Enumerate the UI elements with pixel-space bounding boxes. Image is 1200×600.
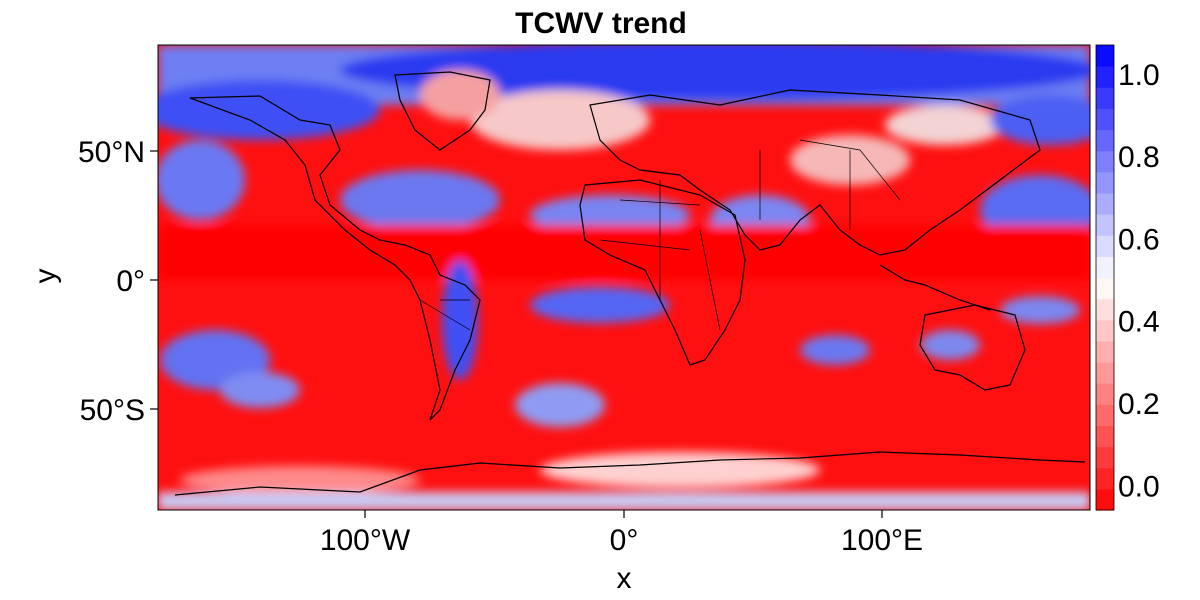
colorbar-labels: 0.0 0.2 0.4 0.6 0.8 1.0 bbox=[1118, 59, 1160, 503]
colorbar-swatch bbox=[1096, 45, 1114, 67]
chart-title: TCWV trend bbox=[515, 7, 687, 40]
colorbar-swatch bbox=[1096, 108, 1114, 131]
borders bbox=[419, 139, 901, 331]
colorbar-swatch bbox=[1096, 488, 1114, 511]
axis-ticks bbox=[150, 150, 883, 518]
maritime-continent bbox=[879, 264, 991, 311]
colorbar-frame bbox=[1095, 44, 1115, 511]
africa-coast bbox=[579, 179, 746, 366]
colorbar bbox=[1095, 44, 1115, 511]
colorbar-swatch bbox=[1096, 404, 1114, 426]
americas-coast bbox=[189, 95, 481, 421]
colorbar-swatch bbox=[1096, 129, 1114, 152]
colorbar-swatch bbox=[1096, 298, 1114, 321]
x-axis-label: x bbox=[617, 562, 632, 595]
coastlines bbox=[174, 71, 1086, 496]
colorbar-tick-label: 1.0 bbox=[1118, 59, 1160, 92]
heatmap-field bbox=[158, 45, 1090, 510]
x-tick-label: 0° bbox=[610, 524, 639, 557]
x-tick-label: 100°W bbox=[320, 524, 411, 557]
colorbar-swatch bbox=[1096, 277, 1114, 300]
field-patches bbox=[158, 45, 1090, 510]
colorbar-swatch bbox=[1096, 446, 1114, 469]
eurasia-coast bbox=[589, 89, 1041, 256]
y-tick-label: 50°S bbox=[80, 394, 145, 427]
colorbar-swatch bbox=[1096, 467, 1114, 490]
colorbar-tick-label: 0.8 bbox=[1118, 141, 1160, 174]
colorbar-swatch bbox=[1096, 66, 1114, 88]
colorbar-swatch bbox=[1096, 362, 1114, 384]
colorbar-swatch bbox=[1096, 425, 1114, 448]
greenland-coast bbox=[394, 71, 491, 151]
y-tick-label: 50°N bbox=[78, 136, 145, 169]
colorbar-tick-label: 0.0 bbox=[1118, 470, 1160, 503]
colorbar-tick-label: 0.6 bbox=[1118, 223, 1160, 256]
x-tick-label: 100°E bbox=[841, 524, 923, 557]
y-tick-label: 0° bbox=[116, 265, 145, 298]
colorbar-tick-label: 0.4 bbox=[1118, 306, 1160, 339]
colorbar-swatch bbox=[1096, 256, 1114, 279]
colorbar-swatch bbox=[1096, 235, 1114, 257]
australia-coast bbox=[919, 304, 1026, 391]
colorbar-swatch bbox=[1096, 87, 1114, 109]
colorbar-swatch bbox=[1096, 171, 1114, 194]
y-axis-label: y bbox=[29, 269, 62, 284]
colorbar-swatch bbox=[1096, 214, 1114, 236]
colorbar-swatch bbox=[1096, 319, 1114, 342]
colorbar-swatch bbox=[1096, 340, 1114, 363]
colorbar-swatch bbox=[1096, 150, 1114, 173]
colorbar-swatch bbox=[1096, 193, 1114, 215]
colorbar-swatch bbox=[1096, 383, 1114, 405]
antarctica-coast bbox=[174, 451, 1086, 496]
colorbar-tick-label: 0.2 bbox=[1118, 388, 1160, 421]
